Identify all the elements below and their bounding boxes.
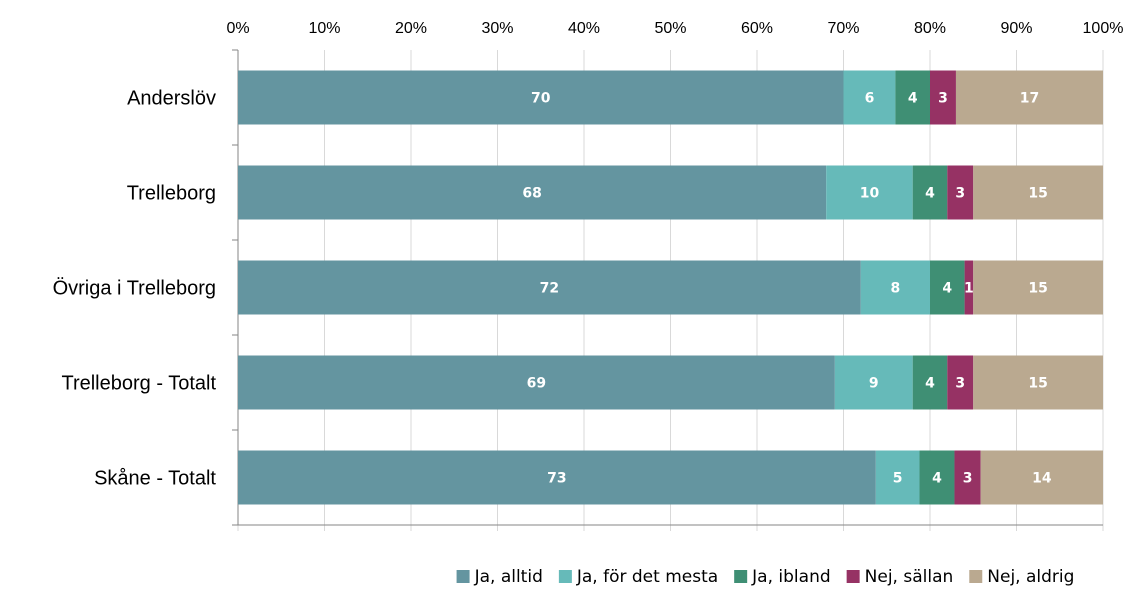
bar-segment [954, 450, 981, 505]
category-label: Trelleborg - Totalt [61, 373, 216, 395]
x-tick-label: 30% [481, 20, 513, 37]
bar-segment [980, 450, 1103, 505]
category-label: Anderslöv [127, 88, 216, 110]
category-labels: Anderslöv Trelleborg Övriga i Trelleborg Tr… [53, 88, 217, 490]
data-label: 9 [869, 376, 879, 392]
legend-item: Ja, ibland [734, 567, 831, 587]
bar-segment [826, 165, 913, 220]
data-label: 1 [964, 281, 974, 297]
bar-segment [955, 70, 1103, 125]
legend-swatch [969, 570, 983, 583]
bar-segment [947, 355, 974, 410]
bar-segment [238, 450, 876, 505]
bar-segment [947, 165, 974, 220]
bar-segment [843, 70, 896, 125]
legend-swatch [456, 570, 470, 583]
data-label: 10 [860, 186, 880, 202]
legend: Ja, alltid Ja, för det mesta Ja, ibland Nej… [456, 567, 1074, 587]
data-label: 4 [925, 376, 935, 392]
bar-segment [895, 70, 930, 125]
x-tick-label: 90% [1000, 20, 1032, 37]
data-label: 15 [1028, 281, 1047, 297]
data-label: 69 [527, 376, 546, 392]
data-label: 8 [891, 281, 901, 297]
data-label: 17 [1020, 91, 1039, 107]
category-label: Skåne - Totalt [94, 468, 216, 490]
category-label: Övriga i Trelleborg [53, 278, 216, 300]
data-label: 14 [1032, 471, 1052, 487]
bar-segment [973, 165, 1103, 220]
bar-segment [238, 355, 835, 410]
legend-swatch [558, 570, 572, 583]
legend-label: Nej, sällan [865, 567, 954, 587]
legend-label: Nej, aldrig [987, 567, 1074, 587]
legend-swatch [734, 570, 748, 583]
bar-segment [860, 260, 930, 315]
legend-item: Nej, aldrig [969, 567, 1074, 587]
x-tick-label: 50% [654, 20, 686, 37]
x-tick-label: 100% [1083, 20, 1124, 37]
data-label: 70 [531, 91, 551, 107]
legend-item: Nej, sällan [846, 567, 954, 587]
x-tick-label: 70% [827, 20, 859, 37]
data-label: 4 [908, 91, 918, 107]
data-label: 68 [522, 186, 541, 202]
bar-segment [964, 260, 974, 315]
legend-label: Ja, alltid [474, 567, 543, 587]
bar-segment [930, 260, 965, 315]
data-label: 15 [1028, 376, 1047, 392]
data-label: 3 [963, 471, 973, 487]
bar-segment [238, 260, 861, 315]
x-tick-label: 20% [395, 20, 427, 37]
bar-segment [238, 165, 827, 220]
data-label: 6 [865, 91, 875, 107]
data-label: 15 [1028, 186, 1047, 202]
bar-segment [834, 355, 913, 410]
bar-segment [912, 165, 948, 220]
bar-segment [912, 355, 948, 410]
bar-segment [875, 450, 920, 505]
data-label: 4 [925, 186, 935, 202]
bar-segment [973, 355, 1103, 410]
legend-label: Ja, för det mesta [576, 567, 718, 587]
legend-swatch [846, 570, 860, 583]
bar-segment [973, 260, 1103, 315]
x-axis-tick-labels: 0% 10% 20% 30% 40% 50% 60% 70% 80% 90% 100% [226, 20, 1123, 37]
bar-segment [930, 70, 956, 125]
data-label: 72 [540, 281, 559, 297]
data-label: 3 [955, 186, 965, 202]
legend-item: Ja, för det mesta [558, 567, 718, 587]
x-tick-label: 80% [914, 20, 946, 37]
x-tick-label: 60% [741, 20, 773, 37]
x-tick-label: 10% [308, 20, 340, 37]
data-label: 3 [955, 376, 965, 392]
x-tick-label: 40% [568, 20, 600, 37]
bar-segment [919, 450, 955, 505]
bar-segment [238, 70, 844, 125]
legend-item: Ja, alltid [456, 567, 543, 587]
data-label: 4 [932, 471, 942, 487]
data-label: 73 [547, 471, 566, 487]
data-label: 4 [942, 281, 952, 297]
category-label: Trelleborg [127, 183, 216, 205]
x-tick-label: 0% [226, 20, 249, 37]
data-label: 3 [938, 91, 948, 107]
data-label: 5 [893, 471, 903, 487]
legend-label: Ja, ibland [751, 567, 830, 587]
